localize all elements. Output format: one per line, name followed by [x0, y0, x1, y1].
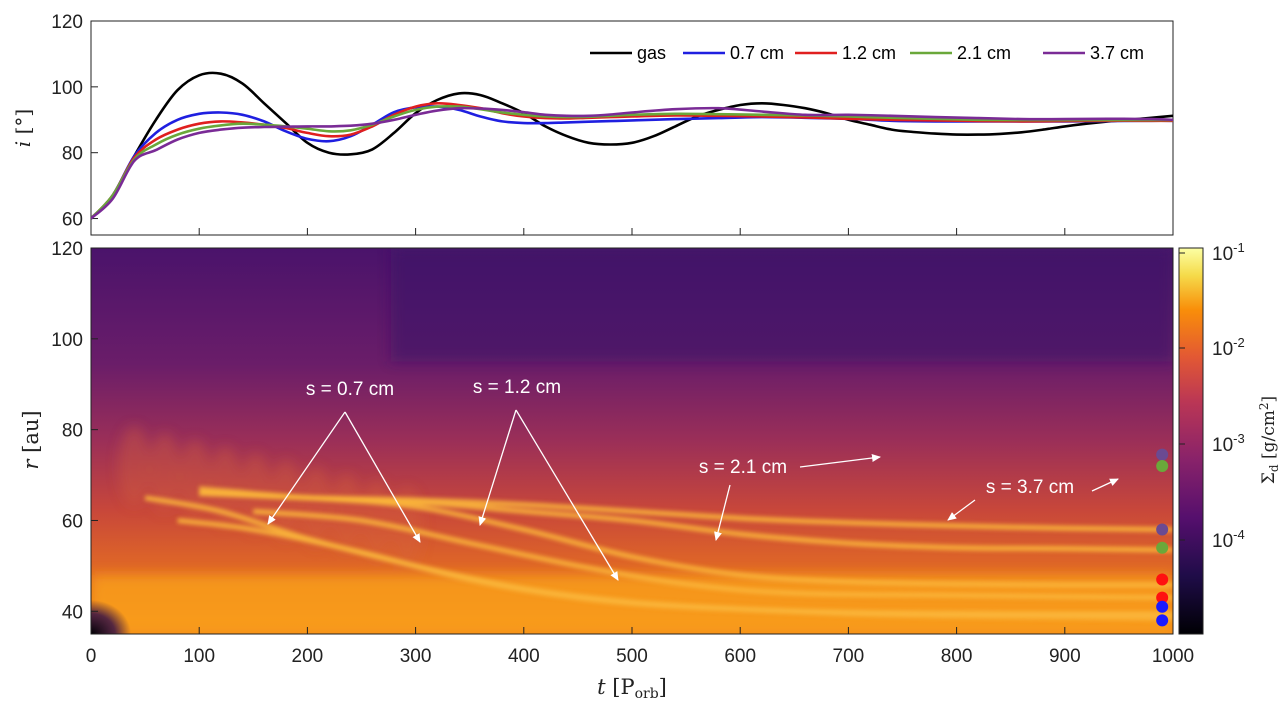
heatmap-x-axis-label: t [Porb] [597, 675, 667, 702]
heatmap-x-tick-label: 600 [724, 646, 756, 667]
arrow-2-1cm-b [714, 484, 731, 541]
arrow-1-2cm-a [478, 409, 517, 526]
heatmap-image [91, 248, 1173, 634]
series-line-2-1-cm [91, 104, 1173, 220]
heatmap-wave-blob [330, 473, 363, 554]
heatmap-x-tick-label: 1000 [1152, 646, 1194, 667]
heatmap-y-tick-label: 40 [62, 602, 83, 623]
top-series-lines [91, 71, 1173, 220]
colorbar: 10-1 10-2 10-3 10-4 Σd [g/cm2] [1178, 240, 1281, 635]
arrow-2-1cm-a [799, 454, 881, 468]
size-marker-dot [1156, 523, 1169, 536]
heatmap-x-tick-label: 400 [508, 646, 540, 667]
top-y-tick-label: 80 [62, 144, 83, 165]
heatmap-x-tick-label: 800 [941, 646, 973, 667]
legend-label: 1.2 cm [842, 43, 896, 63]
ridge-3-7-cm [199, 490, 1173, 533]
series-line-3-7-cm [91, 106, 1173, 220]
size-markers [1156, 448, 1169, 627]
top-y-axis-label: i [°] [11, 109, 35, 147]
colorbar-tick-label: 10-2 [1212, 335, 1245, 360]
heatmap-y-tick-label: 80 [62, 421, 83, 442]
top-y-tick-label: 100 [51, 78, 83, 99]
size-marker-dot [1156, 614, 1169, 627]
heatmap-x-ticks: 0 100 200 300 400 500 600 700 800 900 1000 [86, 627, 1194, 667]
heatmap-wave-blob [300, 466, 333, 547]
legend-label: gas [637, 43, 666, 63]
inclination-panel: 60 80 100 120 i [°] gas 0.7 cm 1.2 cm 2.1 cm 3.… [11, 12, 1174, 236]
heatmap-wave-blob [178, 439, 211, 520]
legend: gas 0.7 cm 1.2 cm 2.1 cm 3.7 cm [590, 43, 1144, 63]
heatmap-y-tick-label: 120 [51, 239, 83, 260]
heatmap-x-tick-label: 500 [616, 646, 648, 667]
density-heatmap-panel: 40 60 80 100 120 0 100 200 300 400 500 600 700 800 90… [19, 239, 1194, 702]
legend-label: 0.7 cm [730, 43, 784, 63]
size-marker-dot [1156, 600, 1169, 613]
legend-label: 2.1 cm [957, 43, 1011, 63]
heatmap-wave-blob [269, 460, 302, 541]
heatmap-y-ticks: 40 60 80 100 120 [51, 239, 98, 623]
heatmap-y-axis-label: r [au] [19, 410, 43, 469]
top-x-ticks [90, 228, 1174, 235]
heatmap-y-tick-label: 60 [62, 511, 83, 532]
heatmap-wave-blob [118, 425, 151, 506]
heatmap-x-tick-label: 100 [183, 646, 215, 667]
colorbar-ticks: 10-1 10-2 10-3 10-4 [1179, 240, 1245, 552]
ridge-annotations: s = 0.7 cm s = 1.2 cm s = 2.1 cm s = 3.7… [267, 377, 1119, 581]
colorbar-tick-label: 10-1 [1212, 240, 1245, 265]
ridge-0-7-cm [177, 518, 1173, 617]
heatmap-wave-blob [209, 446, 242, 527]
legend-label: 3.7 cm [1090, 43, 1144, 63]
size-marker-dot [1156, 573, 1169, 586]
top-y-ticks: 60 80 100 120 [51, 12, 98, 231]
heatmap-x-tick-label: 700 [833, 646, 865, 667]
heatmap-x-tick-label: 300 [400, 646, 432, 667]
colorbar-tick-label: 10-4 [1212, 527, 1245, 552]
annotation-3-7cm: s = 3.7 cm [986, 477, 1074, 498]
heatmap-wave-blob [148, 432, 181, 513]
heatmap-y-tick-label: 100 [51, 330, 83, 351]
ridge-1-2-cm [253, 508, 1173, 601]
size-marker-dot [1156, 459, 1169, 472]
heatmap-dark-corner [91, 600, 131, 634]
annotation-1-2cm: s = 1.2 cm [473, 377, 561, 398]
series-line-gas [91, 71, 1173, 220]
top-y-tick-label: 120 [51, 12, 83, 33]
heatmap-dark-band [391, 248, 1173, 362]
size-marker-dot [1156, 591, 1169, 604]
arrow-3-7cm-b [947, 499, 976, 521]
arrow-0-7cm-b [344, 411, 421, 543]
arrow-1-2cm-b [515, 409, 619, 581]
annotation-2-1cm: s = 2.1 cm [699, 457, 787, 478]
top-y-tick-label: 60 [62, 210, 83, 231]
colorbar-tick-label: 10-3 [1212, 431, 1245, 456]
heatmap-x-tick-label: 0 [86, 646, 97, 667]
heatmap-ridges [144, 486, 1173, 621]
arrow-0-7cm-a [267, 411, 346, 525]
heatmap-x-tick-label: 900 [1049, 646, 1081, 667]
heatmap-x-tick-label: 200 [292, 646, 324, 667]
arrow-3-7cm-a [1091, 478, 1119, 492]
colorbar-gradient [1178, 247, 1204, 635]
annotation-0-7cm: s = 0.7 cm [306, 379, 394, 400]
size-marker-dot [1156, 448, 1169, 461]
colorbar-label: Σd [g/cm2] [1257, 396, 1281, 484]
size-marker-dot [1156, 541, 1169, 554]
